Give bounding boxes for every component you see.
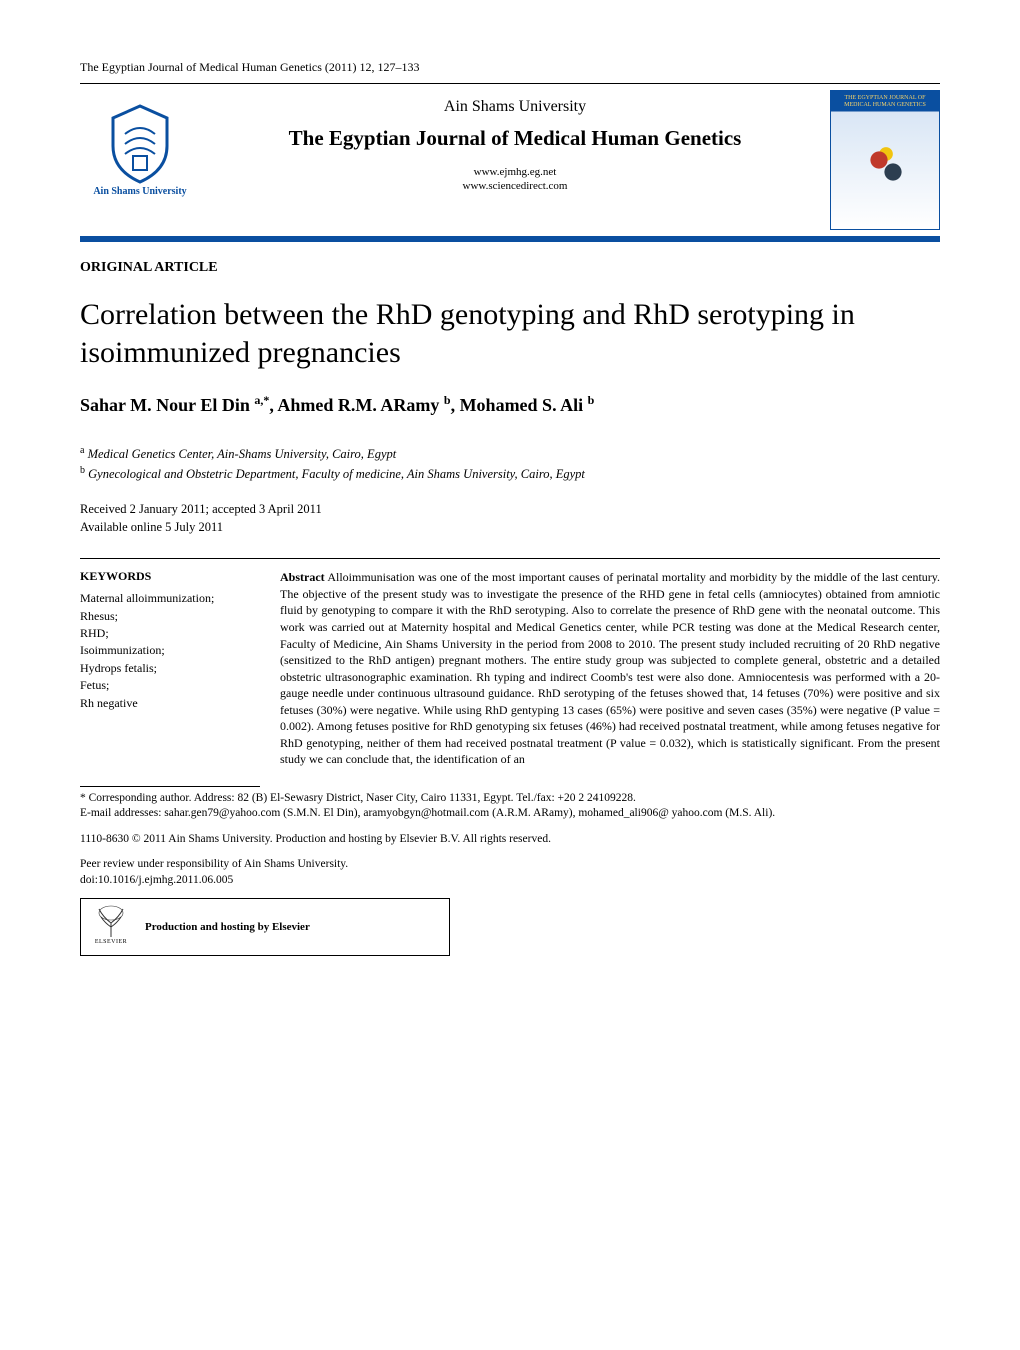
- peer-review-doi: Peer review under responsibility of Ain …: [80, 857, 940, 888]
- article-dates: Received 2 January 2011; accepted 3 Apri…: [80, 501, 940, 536]
- affil-b-text: Gynecological and Obstetric Department, …: [85, 467, 585, 481]
- abstract-column: Abstract Alloimmunisation was one of the…: [280, 569, 940, 768]
- keywords-abstract-row: KEYWORDS Maternal alloimmunization; Rhes…: [80, 558, 940, 768]
- elsevier-logo: ELSEVIER: [91, 905, 131, 949]
- received-accepted: Received 2 January 2011; accepted 3 Apri…: [80, 501, 940, 519]
- running-head: The Egyptian Journal of Medical Human Ge…: [80, 60, 940, 75]
- top-rule: [80, 83, 940, 84]
- available-online: Available online 5 July 2011: [80, 519, 940, 537]
- author-2: , Ahmed R.M. ARamy: [269, 395, 444, 415]
- university-name: Ain Shams University: [210, 98, 820, 116]
- author-1-affil: a,*: [254, 393, 269, 407]
- article-title: Correlation between the RhD genotyping a…: [80, 296, 940, 371]
- journal-url-2: www.sciencedirect.com: [210, 179, 820, 193]
- corr-emails: E-mail addresses: sahar.gen79@yahoo.com …: [80, 806, 940, 822]
- keywords-column: KEYWORDS Maternal alloimmunization; Rhes…: [80, 569, 280, 768]
- journal-url-1: www.ejmhg.eg.net: [210, 165, 820, 179]
- author-3-affil: b: [588, 393, 595, 407]
- journal-cover-thumbnail: THE EGYPTIAN JOURNAL OF MEDICAL HUMAN GE…: [830, 90, 940, 230]
- keywords-list: Maternal alloimmunization; Rhesus; RHD; …: [80, 590, 264, 712]
- hosting-box: ELSEVIER Production and hosting by Elsev…: [80, 898, 450, 956]
- affil-a-text: Medical Genetics Center, Ain-Shams Unive…: [84, 447, 396, 461]
- header-band: Ain Shams University Ain Shams Universit…: [80, 90, 940, 230]
- authors: Sahar M. Nour El Din a,*, Ahmed R.M. ARa…: [80, 393, 940, 416]
- author-1: Sahar M. Nour El Din: [80, 395, 254, 415]
- corr-address: * Corresponding author. Address: 82 (B) …: [80, 791, 940, 807]
- article-type: ORIGINAL ARTICLE: [80, 260, 940, 276]
- header-center: Ain Shams University The Egyptian Journa…: [200, 90, 830, 202]
- corresponding-author-footnote: * Corresponding author. Address: 82 (B) …: [80, 791, 940, 822]
- university-logo: Ain Shams University: [80, 90, 200, 210]
- abstract-body: Alloimmunisation was one of the most imp…: [280, 570, 940, 766]
- abstract-text: Abstract Alloimmunisation was one of the…: [280, 569, 940, 768]
- footnote-rule: [80, 786, 260, 787]
- logo-caption: Ain Shams University: [93, 186, 186, 197]
- affiliations: a Medical Genetics Center, Ain-Shams Uni…: [80, 444, 940, 483]
- abstract-label: Abstract: [280, 570, 325, 584]
- keywords-heading: KEYWORDS: [80, 569, 264, 584]
- author-3: , Mohamed S. Ali: [451, 395, 588, 415]
- doi-text: doi:10.1016/j.ejmhg.2011.06.005: [80, 873, 940, 889]
- issn-copyright: 1110-8630 © 2011 Ain Shams University. P…: [80, 832, 940, 848]
- hosting-text: Production and hosting by Elsevier: [145, 921, 310, 933]
- header-divider-rule: [80, 236, 940, 242]
- tree-icon: [93, 905, 129, 939]
- author-2-affil: b: [444, 393, 451, 407]
- journal-name: The Egyptian Journal of Medical Human Ge…: [210, 126, 820, 151]
- elsevier-wordmark: ELSEVIER: [95, 939, 127, 945]
- cover-thumbnail-title: THE EGYPTIAN JOURNAL OF MEDICAL HUMAN GE…: [835, 95, 935, 108]
- shield-icon: [105, 104, 175, 184]
- peer-review-text: Peer review under responsibility of Ain …: [80, 857, 940, 873]
